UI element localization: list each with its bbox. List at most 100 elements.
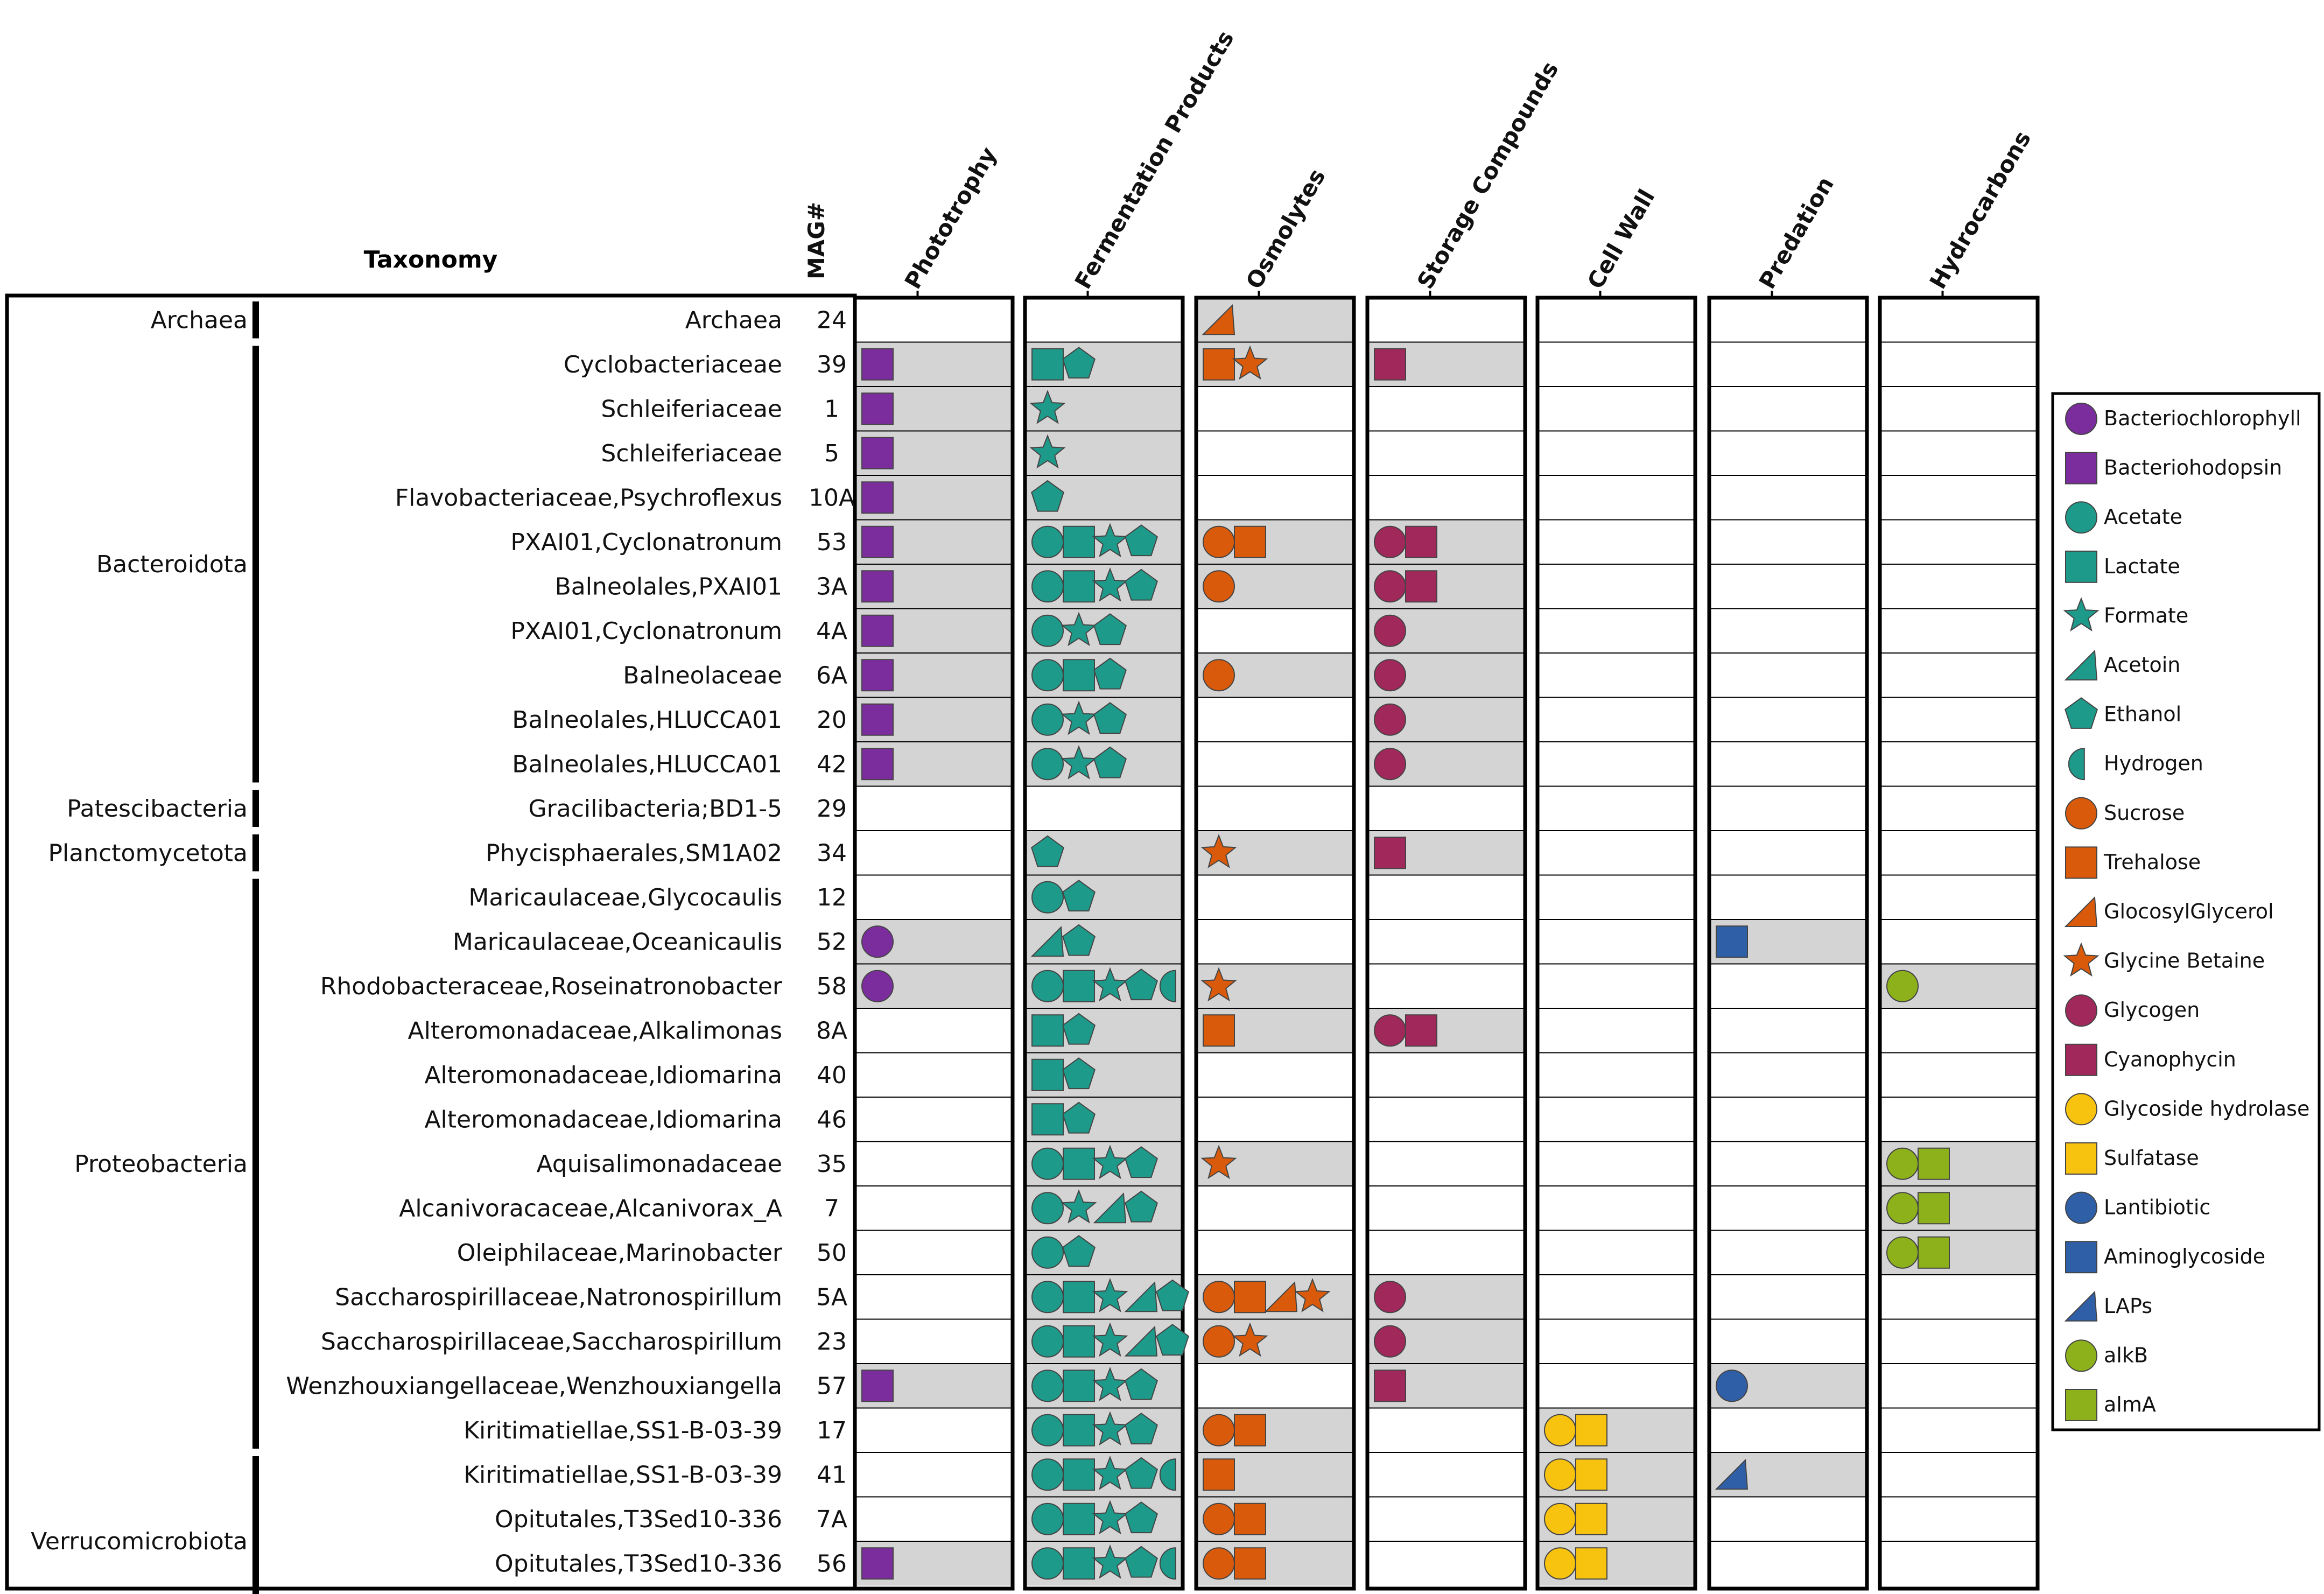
legend-symbol-glycoside-hydrolase (2065, 1093, 2097, 1126)
symbol-glocosylglycerol (1202, 304, 1235, 335)
column-fermentation-products (1023, 296, 1185, 1591)
symbol-ethanol (1125, 1457, 1158, 1489)
taxon-label: Rhodobacteraceae,Roseinatronobacter (320, 973, 783, 1000)
symbol-acetate (1031, 1192, 1064, 1225)
symbol-sucrose (1203, 1281, 1235, 1314)
legend-symbol-acetate (2065, 501, 2097, 534)
symbol-bacteriohodopsin (861, 570, 894, 603)
column-header-cell-wall: Cell Wall (1582, 185, 1660, 293)
column-header-fermentation-products: Fermentation Products (1070, 26, 1239, 293)
symbol-bacteriohodopsin (861, 1547, 894, 1580)
symbol-glycogen (1374, 614, 1406, 647)
taxon-label: Balneolaceae (623, 662, 782, 689)
symbol-aminoglycoside (1716, 925, 1748, 958)
symbol-bacteriohodopsin (861, 481, 894, 514)
symbol-glycogen (1374, 659, 1406, 692)
legend-symbol-glycogen (2065, 994, 2097, 1027)
symbol-glycogen (1374, 525, 1406, 558)
symbol-sucrose (1203, 659, 1235, 692)
symbol-alma (1918, 1147, 1950, 1180)
legend-label-glycine-betaine: Glycine Betaine (2104, 949, 2265, 973)
symbol-glycine-betaine (1200, 834, 1237, 868)
taxon-label: Alteromonadaceae,Idiomarina (424, 1106, 782, 1133)
column-header-osmolytes: Osmolytes (1241, 164, 1331, 293)
taxon-label: Flavobacteriaceae,Psychroflexus (395, 484, 782, 511)
taxon-label: Archaea (685, 306, 782, 334)
column-header-phototrophy: Phototrophy (900, 143, 1002, 293)
symbol-formate (1092, 1411, 1128, 1446)
phylum-label: Bacteroidota (96, 551, 248, 578)
symbol-hydrogen (1159, 1547, 1176, 1580)
symbol-formate (1092, 1456, 1128, 1490)
legend-symbol-sucrose (2065, 797, 2097, 830)
symbol-formate (1092, 1544, 1128, 1579)
symbol-formate (1092, 1144, 1128, 1179)
symbol-acetate (1031, 881, 1064, 914)
symbol-glycogen (1374, 748, 1406, 781)
symbol-lactate (1031, 1014, 1064, 1047)
mag-id: 12 (817, 884, 847, 911)
phylum-label: Verrucomicrobiota (31, 1528, 248, 1555)
taxon-label: Balneolales,PXAI01 (555, 573, 782, 600)
legend-label-bacteriohodopsin: Bacteriohodopsin (2104, 456, 2282, 480)
symbol-glycoside-hydrolase (1544, 1502, 1576, 1535)
taxon-label: Opitutales,T3Sed10-336 (495, 1550, 782, 1577)
symbol-lactate (1031, 1103, 1064, 1136)
symbol-formate (1092, 1278, 1128, 1312)
legend-symbol-sulfatase (2065, 1142, 2097, 1175)
taxon-label: Balneolales,HLUCCA01 (512, 750, 782, 778)
symbol-cyanophycin (1405, 525, 1437, 558)
symbol-ethanol (1093, 746, 1127, 778)
symbol-ethanol (1125, 524, 1158, 557)
symbol-bacteriohodopsin (861, 525, 894, 558)
symbol-lactate (1063, 1502, 1095, 1535)
symbol-formate (1092, 1367, 1128, 1401)
legend-label-sucrose: Sucrose (2104, 801, 2185, 825)
symbol-acetoin (1124, 1281, 1158, 1312)
taxon-label: Alcanivoracaceae,Alcanivorax_A (399, 1195, 782, 1222)
legend-label-alma: almA (2104, 1393, 2156, 1416)
mag-id: 23 (817, 1328, 847, 1356)
legend-label-sulfatase: Sulfatase (2104, 1146, 2199, 1170)
mag-id: 53 (817, 529, 847, 556)
taxon-label: Phycisphaerales,SM1A02 (486, 839, 782, 867)
symbol-bacteriohodopsin (861, 1370, 894, 1402)
legend-label-cyanophycin: Cyanophycin (2104, 1048, 2236, 1071)
symbol-lantibiotic (1716, 1370, 1748, 1402)
symbol-formate (1092, 1322, 1128, 1357)
symbol-glycogen (1374, 1325, 1406, 1358)
symbol-alkb (1886, 970, 1919, 1002)
taxon-label: Aquisalimonadaceae (536, 1150, 782, 1178)
legend-symbol-alkb (2065, 1339, 2097, 1372)
symbol-glycine-betaine (1200, 967, 1237, 1002)
symbol-lactate (1031, 1058, 1064, 1091)
symbol-bacteriohodopsin (861, 659, 894, 692)
phylum-label: Patescibacteria (67, 795, 248, 823)
symbol-glycine-betaine (1294, 1278, 1331, 1312)
taxon-label: Maricaulaceae,Glycocaulis (468, 884, 782, 911)
symbol-hydrogen (1159, 970, 1176, 1002)
symbol-ethanol (1156, 1279, 1189, 1311)
symbol-acetate (1031, 1236, 1064, 1269)
symbol-bacteriochlorophyll (861, 925, 894, 958)
legend-symbol-aminoglycoside (2065, 1241, 2097, 1274)
legend-symbol-alma (2065, 1389, 2097, 1421)
symbol-hydrogen (1159, 1458, 1176, 1491)
symbol-glycoside-hydrolase (1544, 1458, 1576, 1491)
symbol-acetoin (1093, 1192, 1127, 1224)
phylum-label: Planctomycetota (48, 839, 248, 867)
symbol-bacteriochlorophyll (861, 970, 894, 1002)
symbol-glycine-betaine (1232, 345, 1268, 380)
taxon-label: Saccharospirillaceae,Saccharospirillum (321, 1328, 782, 1356)
symbol-acetate (1031, 1281, 1064, 1314)
symbol-sucrose (1203, 1325, 1235, 1358)
taxon-label: PXAI01,Cyclonatronum (510, 617, 782, 645)
taxon-label: Gracilibacteria;BD1-5 (529, 795, 782, 823)
legend-label-laps: LAPs (2104, 1294, 2152, 1318)
legend-symbol-lactate (2065, 550, 2097, 583)
symbol-glycogen (1374, 570, 1406, 603)
mag-id: 29 (817, 795, 847, 823)
mag-id: 10A (809, 484, 855, 511)
symbol-acetate (1031, 614, 1064, 647)
symbol-sulfatase (1575, 1502, 1607, 1535)
